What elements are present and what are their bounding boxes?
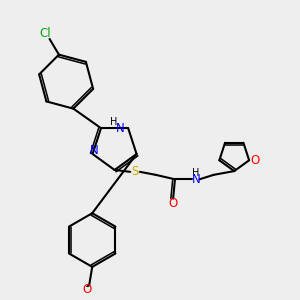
Text: Cl: Cl — [39, 27, 51, 40]
Text: O: O — [169, 197, 178, 210]
Text: O: O — [250, 154, 260, 167]
Text: N: N — [191, 173, 200, 186]
Text: O: O — [82, 284, 91, 296]
Text: N: N — [116, 122, 124, 135]
Text: N: N — [90, 144, 99, 157]
Text: S: S — [131, 165, 139, 178]
Text: H: H — [192, 168, 200, 178]
Text: H: H — [110, 117, 118, 127]
